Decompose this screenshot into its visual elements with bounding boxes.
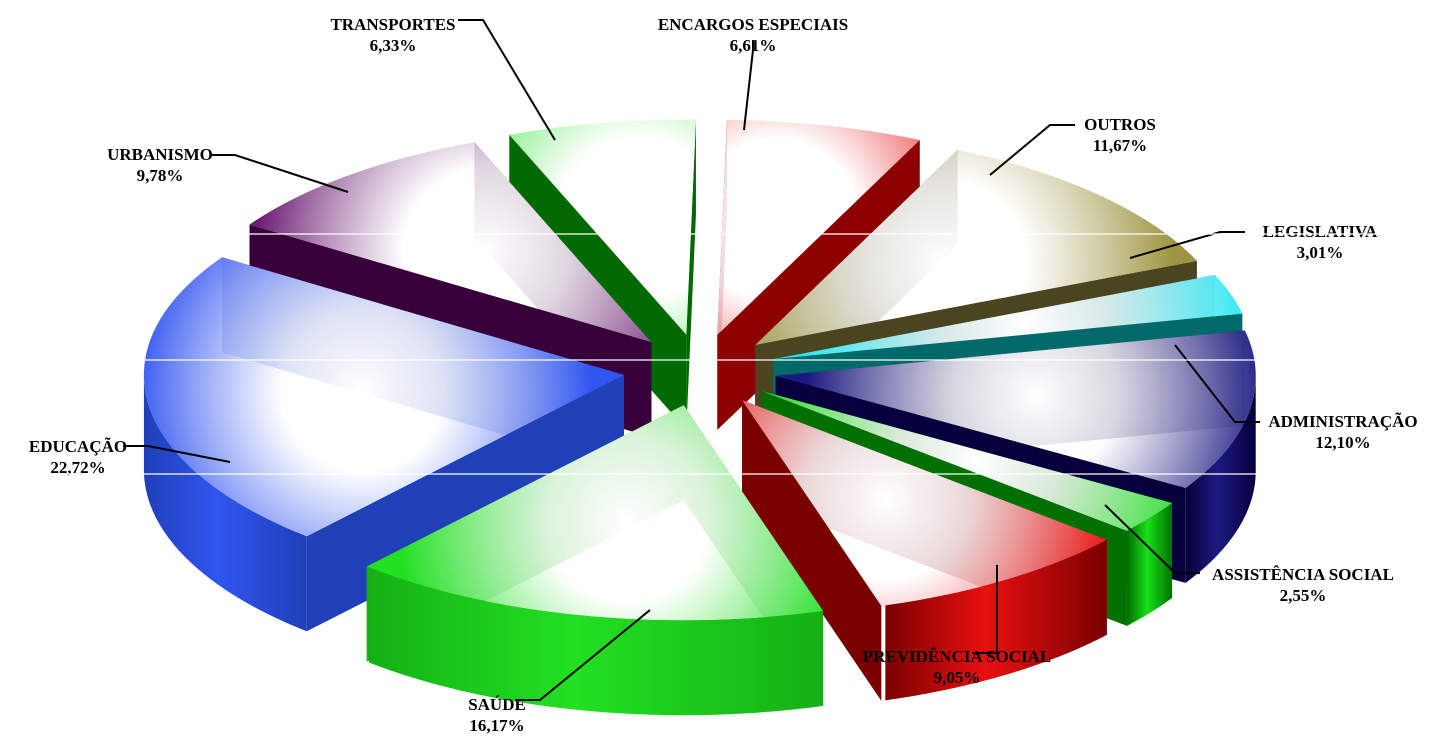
slice-value-outros: 11,67% xyxy=(1093,136,1147,155)
slice-outros xyxy=(755,150,1197,345)
slice-label-transportes: TRANSPORTES xyxy=(330,15,455,34)
slice-value-educacao: 22,72% xyxy=(50,458,105,477)
leader-line-legislativa xyxy=(1129,231,1245,259)
slice-value-previdencia-social: 9,05% xyxy=(934,668,981,687)
leader-line-assistencia-social xyxy=(1104,504,1200,574)
slice-rim-educacao xyxy=(143,376,307,632)
slice-assistencia-social xyxy=(762,391,1173,531)
leader-line-saude xyxy=(515,609,651,701)
slice-transportes xyxy=(509,119,696,335)
slice-labels: ENCARGOS ESPECIAIS 6,61% OUTROS 11,67% LEGIS… xyxy=(29,15,1418,735)
leader-line-outros xyxy=(989,124,1075,176)
slice-administracao xyxy=(775,330,1256,488)
slice-value-assistencia-social: 2,55% xyxy=(1280,586,1327,605)
slice-value-legislativa: 3,01% xyxy=(1297,243,1344,262)
slice-label-outros: OUTROS xyxy=(1084,115,1156,134)
slice-label-saude: SAÚDE xyxy=(468,695,526,714)
slice-previdencia-social xyxy=(742,400,1107,606)
slice-rim-saude xyxy=(368,567,824,716)
slice-label-assistencia-social: ASSISTÊNCIA SOCIAL xyxy=(1212,565,1394,584)
slice-encargos-especiais xyxy=(717,119,920,335)
slice-sides xyxy=(143,119,1256,716)
leader-line-previdencia-social xyxy=(972,565,998,654)
leader-lines xyxy=(123,19,1260,701)
slice-label-educacao: EDUCAÇÃO xyxy=(29,437,127,456)
slice-value-transportes: 6,33% xyxy=(370,36,417,55)
slice-saude xyxy=(366,405,824,621)
slice-value-urbanismo: 9,78% xyxy=(137,166,184,185)
leader-line-transportes xyxy=(458,19,556,141)
slice-value-administracao: 12,10% xyxy=(1315,433,1370,452)
leader-line-urbanismo xyxy=(210,154,349,193)
slice-rim-administracao xyxy=(1185,377,1256,583)
slice-wall-transportes xyxy=(686,119,696,430)
slice-value-saude: 16,17% xyxy=(469,716,524,735)
slice-value-encargos-especiais: 6,61% xyxy=(730,36,777,55)
leader-line-administracao xyxy=(1174,344,1260,423)
slice-label-urbanismo: URBANISMO xyxy=(107,145,213,164)
slice-label-encargos-especiais: ENCARGOS ESPECIAIS xyxy=(658,15,848,34)
slice-label-previdencia-social: PREVIDÊNCIA SOCIAL xyxy=(863,647,1051,666)
slice-wall-previdencia-social xyxy=(742,400,882,701)
slice-urbanismo xyxy=(249,142,652,343)
slice-educacao xyxy=(143,257,624,537)
slice-legislativa xyxy=(773,274,1243,360)
slice-label-administracao: ADMINISTRAÇÃO xyxy=(1268,412,1417,431)
slice-label-legislativa: LEGISLATIVA xyxy=(1263,222,1378,241)
slice-rim-assistencia-social xyxy=(1127,503,1173,626)
leader-line-encargos-especiais xyxy=(743,40,754,131)
leader-line-educacao xyxy=(123,445,231,463)
horizontal-artifact-lines xyxy=(0,233,1443,475)
